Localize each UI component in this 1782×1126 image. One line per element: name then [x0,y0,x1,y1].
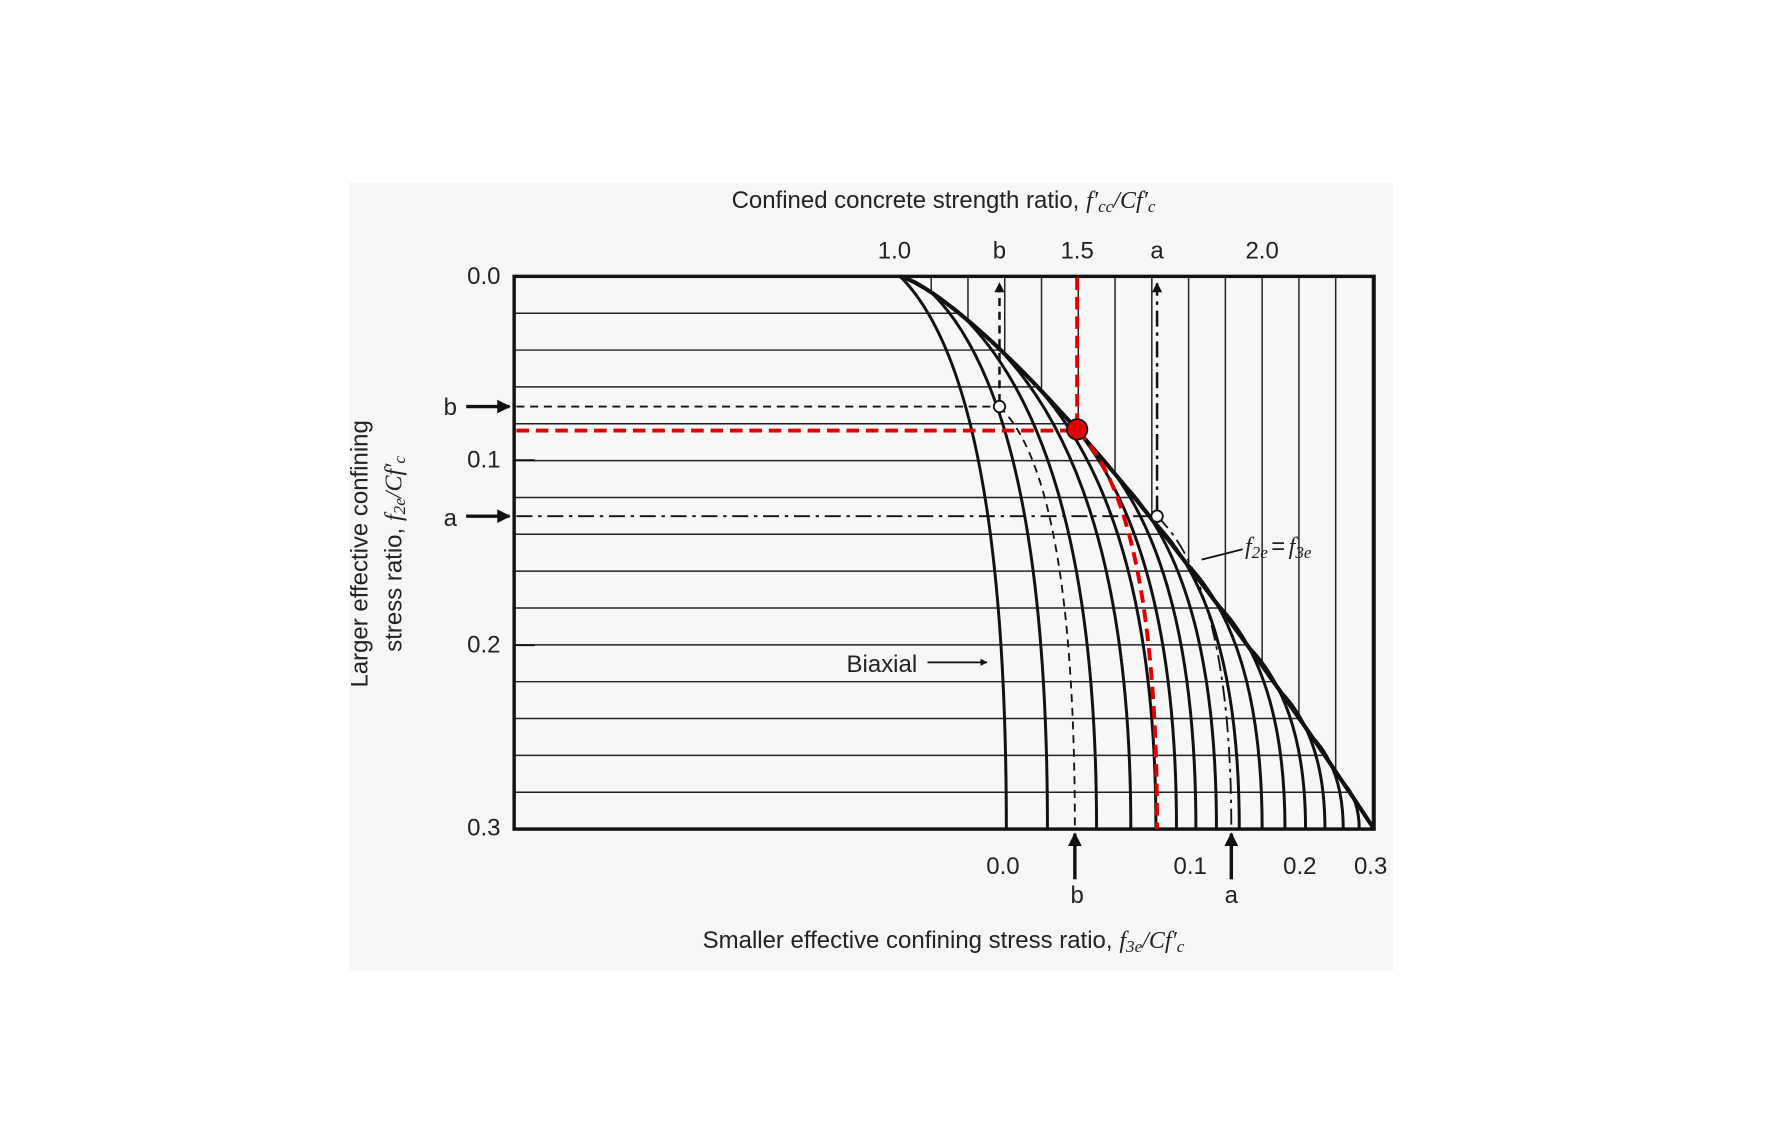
symbol: /Cf′ [1140,928,1177,954]
symbol: f [381,511,407,521]
equal-label: f2e = f3e [1245,533,1312,561]
red-path [516,277,1160,830]
strength-curve [962,315,1099,830]
top-tick-label: 1.5 [1060,238,1093,265]
top-tick-label: 1.0 [878,238,911,265]
symbol-sub: c [1148,197,1156,216]
path-b [516,282,1076,830]
top-tick-label: b [993,238,1006,265]
envelope-curve [899,274,1376,831]
symbol-sub: 3e [1125,937,1143,956]
symbol: /Cf′ [1111,188,1148,214]
top-axis-title: Confined concrete strength ratio, f′cc/Cf… [732,187,1156,215]
symbol: /Cf′ [381,463,407,500]
bottom-tick-label: a [1225,882,1239,909]
b-point [992,399,1007,414]
bottom-tick-label: 0.2 [1283,853,1316,880]
title-text: stress ratio, [381,528,408,652]
left-tick-label: 0.1 [467,447,500,474]
top-tick-label: a [1150,238,1164,265]
title-text: Smaller effective confining stress ratio… [703,927,1113,954]
symbol-sub: 3e [1294,543,1312,562]
symbol-sub: 2e [390,498,409,515]
plot-frame [512,274,1376,831]
biaxial-label: Biaxial [847,651,918,678]
bottom-tick-label: 0.3 [1354,853,1387,880]
strength-curve [1025,374,1158,830]
strength-curve [930,291,1049,830]
symbol-sub: cc [1098,197,1114,216]
biaxial-curve [899,275,1008,830]
title-line: stress ratio, f2e/Cf′c [381,456,409,652]
symbol: f [1119,928,1129,954]
figure-background [348,182,1394,971]
b-curve [998,405,1076,830]
symbol: f′ [1086,188,1099,214]
left-tick-label: b [444,394,457,421]
red-curve [1075,429,1160,830]
title-text: Confined concrete strength ratio, [732,187,1080,214]
strength-curve [993,343,1133,830]
symbol-sub: c [1177,937,1185,956]
grid [514,276,1374,827]
symbol: f [1289,534,1299,560]
top-tick-label: 2.0 [1245,238,1278,265]
red-point [1066,418,1089,441]
edge-arrows [466,399,1239,880]
equal-leader [1201,548,1243,561]
left-axis-title: Larger effective confining stress ratio,… [346,420,409,687]
symbol-sub: c [390,456,409,464]
symbol-sub: 2e [1252,543,1269,562]
title-line: Larger effective confining [346,420,373,687]
a-point [1150,509,1164,523]
symbol: f [1245,534,1255,560]
path-a [516,282,1233,830]
curve-family [899,275,1361,830]
symbol: = [1271,533,1285,560]
left-tick-label: 0.3 [467,814,500,841]
a-curve [1156,515,1233,830]
bottom-tick-label: 0.1 [1174,853,1207,880]
bottom-tick-label: b [1070,882,1083,909]
bottom-tick-label: 0.0 [986,853,1019,880]
left-tick-label: 0.2 [467,632,500,659]
bottom-axis-title: Smaller effective confining stress ratio… [703,927,1185,955]
left-ticks [514,459,535,647]
left-tick-label: a [444,505,458,532]
left-tick-label: 0.0 [467,263,500,290]
